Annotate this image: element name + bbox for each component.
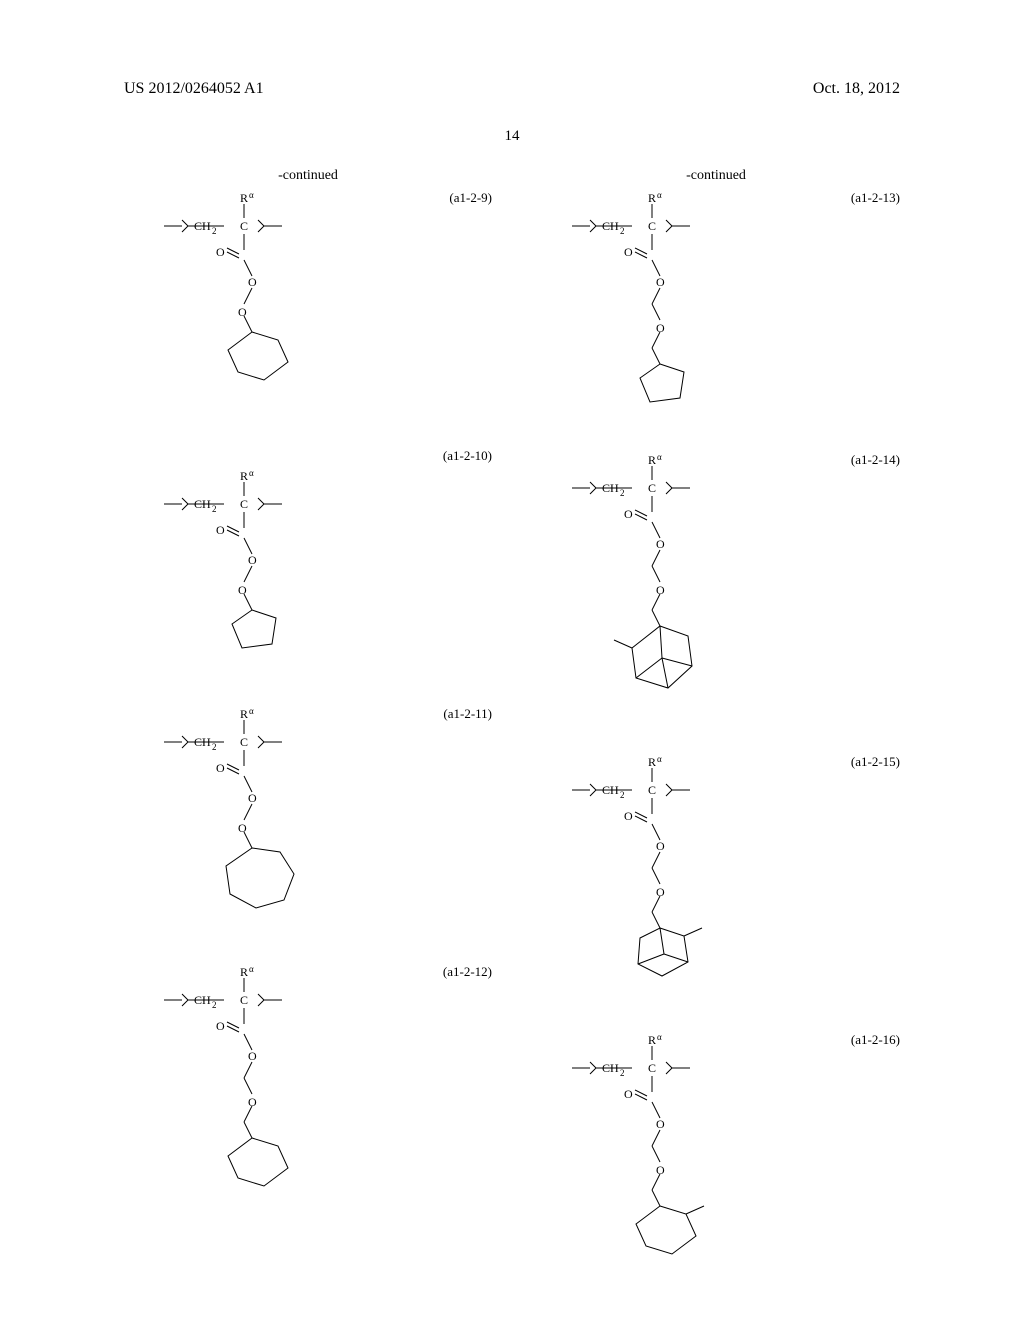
svg-text:O: O <box>656 321 665 335</box>
chem-structure-svg: Rα CH2 C O O O <box>124 964 324 1254</box>
svg-text:C: C <box>648 219 656 233</box>
svg-text:O: O <box>248 791 257 805</box>
svg-text:O: O <box>216 523 225 537</box>
structure-label: (a1-2-11) <box>443 706 492 722</box>
svg-text:O: O <box>248 553 257 567</box>
svg-text:α: α <box>249 964 254 974</box>
structure-label: (a1-2-9) <box>449 190 492 206</box>
svg-text:R: R <box>240 965 248 979</box>
continued-label-left: -continued <box>124 168 492 184</box>
svg-text:O: O <box>656 583 665 597</box>
svg-text:O: O <box>624 245 633 259</box>
svg-text:CH: CH <box>194 219 211 233</box>
structure-label: (a1-2-14) <box>851 452 900 468</box>
svg-text:R: R <box>240 469 248 483</box>
svg-text:O: O <box>656 1163 665 1177</box>
publication-date: Oct. 18, 2012 <box>813 80 900 98</box>
two-column-layout: -continued (a1-2-9) <box>124 168 900 1310</box>
publication-number: US 2012/0264052 A1 <box>124 80 264 98</box>
svg-text:α: α <box>657 190 662 200</box>
svg-text:R: R <box>240 191 248 205</box>
svg-text:2: 2 <box>212 504 217 514</box>
structure-a1-2-14: (a1-2-14) <box>532 452 900 742</box>
svg-text:O: O <box>624 507 633 521</box>
patent-page: US 2012/0264052 A1 Oct. 18, 2012 14 -con… <box>0 0 1024 1320</box>
svg-text:α: α <box>249 190 254 200</box>
structure-a1-2-11: (a1-2-11) <box>124 706 492 952</box>
svg-text:O: O <box>624 1087 633 1101</box>
svg-text:R: R <box>648 453 656 467</box>
svg-text:O: O <box>216 245 225 259</box>
svg-text:C: C <box>240 993 248 1007</box>
svg-text:O: O <box>656 839 665 853</box>
svg-text:O: O <box>238 821 247 835</box>
structure-label: (a1-2-10) <box>443 448 492 464</box>
chem-structure-svg: Rα CH2 C O O O <box>532 190 732 440</box>
chem-structure-svg: Rα CH2 C O O O <box>124 706 324 952</box>
svg-text:O: O <box>216 761 225 775</box>
chem-structure-svg: Rα CH2 C O O O <box>124 190 324 436</box>
svg-text:CH: CH <box>602 219 619 233</box>
svg-text:C: C <box>240 735 248 749</box>
svg-text:CH: CH <box>194 497 211 511</box>
chem-structure-svg: Rα CH2 C O O O <box>124 448 324 694</box>
svg-text:O: O <box>238 583 247 597</box>
svg-text:O: O <box>624 809 633 823</box>
chem-structure-svg: Rα CH2 C O O O <box>532 452 732 742</box>
svg-text:α: α <box>249 468 254 478</box>
svg-text:O: O <box>656 275 665 289</box>
svg-text:2: 2 <box>212 226 217 236</box>
right-column: -continued (a1-2-13) <box>532 168 900 1310</box>
page-number: 14 <box>0 128 1024 145</box>
svg-text:R: R <box>648 755 656 769</box>
structure-label: (a1-2-13) <box>851 190 900 206</box>
structure-label: (a1-2-16) <box>851 1032 900 1048</box>
svg-text:R: R <box>648 191 656 205</box>
structure-a1-2-10: (a1-2-10) <box>124 448 492 694</box>
svg-text:O: O <box>656 885 665 899</box>
svg-text:C: C <box>240 219 248 233</box>
svg-text:2: 2 <box>620 226 625 236</box>
svg-text:CH: CH <box>602 783 619 797</box>
chem-structure-svg: Rα CH2 C O O O <box>532 1032 732 1298</box>
svg-text:α: α <box>249 706 254 716</box>
svg-text:R: R <box>240 707 248 721</box>
svg-text:CH: CH <box>602 1061 619 1075</box>
svg-text:O: O <box>656 1117 665 1131</box>
svg-text:2: 2 <box>212 1000 217 1010</box>
svg-text:α: α <box>657 1032 662 1042</box>
svg-text:C: C <box>648 1061 656 1075</box>
svg-text:O: O <box>248 1095 257 1109</box>
structure-label: (a1-2-12) <box>443 964 492 980</box>
svg-text:C: C <box>240 497 248 511</box>
svg-text:2: 2 <box>620 1068 625 1078</box>
svg-text:CH: CH <box>602 481 619 495</box>
structure-a1-2-15: (a1-2-15) <box>532 754 900 1020</box>
svg-text:O: O <box>248 275 257 289</box>
svg-text:C: C <box>648 783 656 797</box>
structure-a1-2-12: (a1-2-12) <box>124 964 492 1254</box>
structure-a1-2-16: (a1-2-16) <box>532 1032 900 1298</box>
svg-text:α: α <box>657 754 662 764</box>
svg-text:CH: CH <box>194 993 211 1007</box>
svg-text:O: O <box>656 537 665 551</box>
svg-text:2: 2 <box>212 742 217 752</box>
svg-text:R: R <box>648 1033 656 1047</box>
svg-text:O: O <box>216 1019 225 1033</box>
svg-text:O: O <box>248 1049 257 1063</box>
svg-text:CH: CH <box>194 735 211 749</box>
svg-text:α: α <box>657 452 662 462</box>
structure-a1-2-13: (a1-2-13) <box>532 190 900 440</box>
continued-label-right: -continued <box>532 168 900 184</box>
svg-text:2: 2 <box>620 790 625 800</box>
svg-text:2: 2 <box>620 488 625 498</box>
structure-a1-2-9: (a1-2-9) <box>124 190 492 436</box>
structure-label: (a1-2-15) <box>851 754 900 770</box>
chem-structure-svg: Rα CH2 C O O O <box>532 754 732 1020</box>
svg-text:O: O <box>238 305 247 319</box>
left-column: -continued (a1-2-9) <box>124 168 492 1310</box>
svg-text:C: C <box>648 481 656 495</box>
